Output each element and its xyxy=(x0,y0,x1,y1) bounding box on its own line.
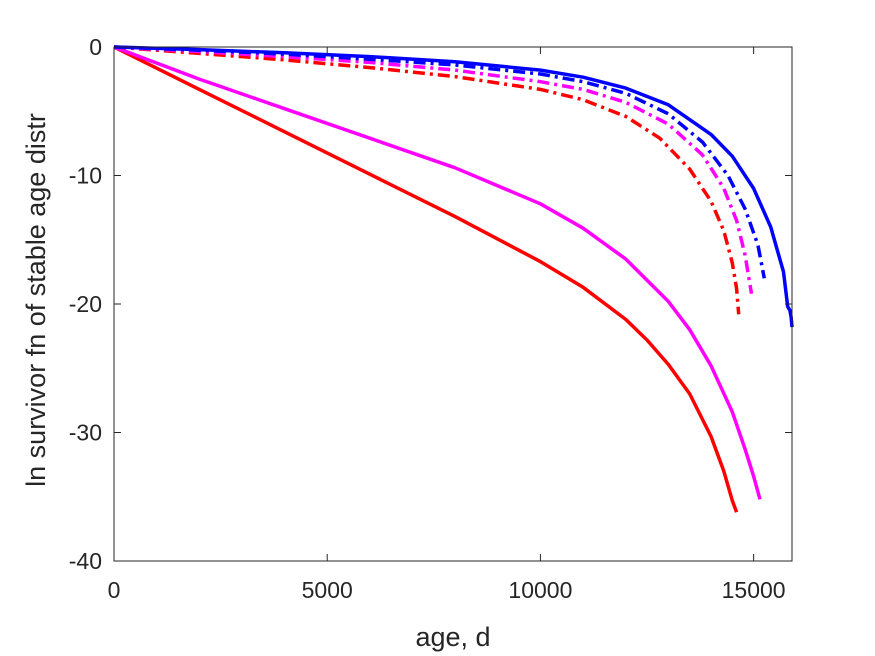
x-tick-label: 5000 xyxy=(302,577,353,603)
y-tick-label: -40 xyxy=(69,548,102,574)
y-tick-labels: -40 -30 -20 -10 0 xyxy=(69,34,102,574)
y-axis-label: ln survivor fn of stable age distr xyxy=(21,113,51,487)
series-line-6-dashdot xyxy=(113,45,767,279)
y-tick-label: -10 xyxy=(69,163,102,189)
plot-area xyxy=(114,47,792,561)
y-tick-label: -20 xyxy=(69,291,102,317)
series-line-2-solid xyxy=(113,45,762,500)
series-line-5-dashdot xyxy=(113,45,754,294)
y-tick-label: 0 xyxy=(89,34,102,60)
ticks-layer xyxy=(113,46,792,562)
x-tick-label: 0 xyxy=(108,577,121,603)
y-tick-label: -30 xyxy=(69,420,102,446)
series-line-3-solid xyxy=(113,45,794,328)
series-layer xyxy=(113,45,794,513)
series-line-4-dashdot xyxy=(113,45,741,315)
x-tick-label: 10000 xyxy=(508,577,572,603)
x-axis-label: age, d xyxy=(415,622,490,652)
x-tick-labels: 0 5000 10000 15000 xyxy=(108,577,786,603)
x-tick-label: 15000 xyxy=(722,577,786,603)
series-line-1-solid xyxy=(113,45,739,513)
